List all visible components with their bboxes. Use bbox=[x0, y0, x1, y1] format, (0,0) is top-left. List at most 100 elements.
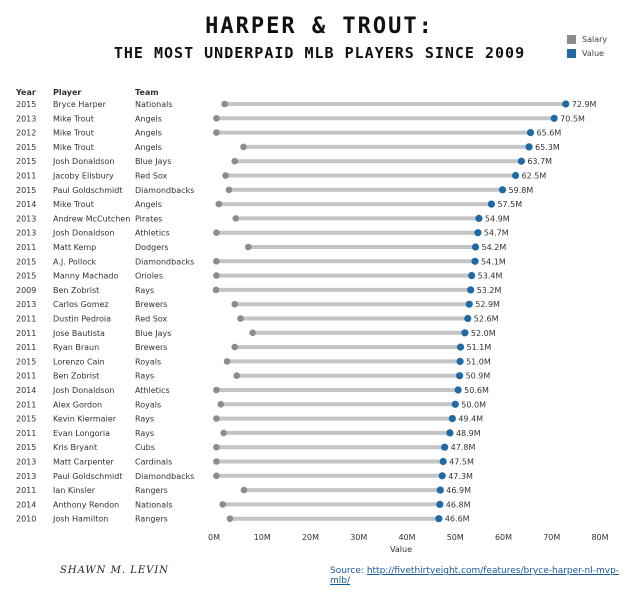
value-label: 52.9M bbox=[475, 300, 500, 309]
row-team: Rays bbox=[135, 286, 154, 295]
row-team: Rays bbox=[135, 372, 154, 381]
row-team: Dodgers bbox=[135, 243, 169, 252]
row-player: Mike Trout bbox=[53, 200, 94, 209]
source-note: Source: http://fivethirtyeight.com/featu… bbox=[330, 566, 639, 586]
row-year: 2015 bbox=[16, 272, 36, 281]
x-tick-label: 60M bbox=[495, 533, 512, 542]
row-player: Evan Longoria bbox=[53, 429, 110, 438]
row-year: 2009 bbox=[16, 286, 36, 295]
salary-point bbox=[212, 286, 220, 294]
row-year: 2013 bbox=[16, 472, 36, 481]
row-year: 2015 bbox=[16, 357, 36, 366]
salary-point bbox=[213, 458, 220, 465]
value-label: 47.5M bbox=[449, 458, 474, 467]
row-player: Josh Donaldson bbox=[52, 229, 115, 238]
salary-point bbox=[226, 515, 234, 522]
value-label: 59.8M bbox=[509, 186, 534, 195]
row-team: Red Sox bbox=[135, 315, 167, 324]
row-player: A.J. Pollock bbox=[53, 257, 96, 266]
value-label: 70.5M bbox=[560, 114, 585, 123]
value-point bbox=[446, 429, 454, 437]
value-label: 47.3M bbox=[448, 472, 473, 481]
row-team: Blue Jays bbox=[135, 329, 171, 338]
row-player: Andrew McCutchen bbox=[53, 214, 130, 223]
salary-point bbox=[213, 443, 220, 451]
column-header-team: Team bbox=[135, 88, 159, 97]
row-year: 2011 bbox=[16, 400, 36, 409]
value-label: 54.9M bbox=[485, 214, 510, 223]
value-point bbox=[562, 100, 570, 108]
legend-swatch-salary bbox=[567, 34, 576, 44]
row-year: 2013 bbox=[16, 214, 36, 223]
value-point bbox=[526, 129, 535, 137]
value-label: 51.0M bbox=[466, 357, 491, 366]
value-label: 51.1M bbox=[467, 343, 492, 352]
author-signature: SHAWN M. LEVIN bbox=[60, 565, 170, 576]
value-label: 65.3M bbox=[535, 143, 560, 152]
x-tick-label: 20M bbox=[302, 533, 319, 542]
value-label: 62.5M bbox=[522, 172, 547, 181]
row-team: Pirates bbox=[135, 214, 162, 223]
x-tick-label: 50M bbox=[447, 533, 464, 542]
row-team: Cubs bbox=[135, 443, 155, 452]
row-player: Anthony Rendon bbox=[53, 500, 119, 509]
row-player: Josh Hamilton bbox=[52, 515, 108, 524]
value-point bbox=[471, 243, 480, 251]
row-year: 2011 bbox=[16, 429, 36, 438]
salary-point bbox=[249, 329, 256, 337]
row-year: 2011 bbox=[16, 172, 36, 181]
row-team: Royals bbox=[135, 400, 161, 409]
value-label: 50.6M bbox=[464, 386, 489, 395]
row-year: 2013 bbox=[16, 458, 36, 467]
x-axis-label: Value bbox=[390, 545, 412, 554]
value-point bbox=[464, 314, 472, 323]
legend: Salary Value bbox=[567, 32, 607, 60]
value-point bbox=[436, 500, 444, 508]
salary-point bbox=[213, 229, 220, 236]
salary-point bbox=[219, 501, 226, 508]
row-team: Rangers bbox=[135, 515, 168, 524]
value-point bbox=[471, 257, 479, 265]
legend-label-salary: Salary bbox=[582, 34, 608, 44]
value-label: 48.9M bbox=[456, 429, 481, 438]
salary-point bbox=[213, 272, 220, 279]
row-player: Ben Zobrist bbox=[53, 372, 99, 381]
row-team: Rangers bbox=[135, 486, 168, 495]
salary-point bbox=[222, 172, 229, 179]
value-point bbox=[436, 486, 444, 494]
row-team: Cardinals bbox=[135, 458, 172, 467]
legend-item-value: Value bbox=[567, 46, 607, 60]
row-year: 2015 bbox=[16, 257, 36, 266]
row-team: Royals bbox=[135, 357, 161, 366]
value-point bbox=[525, 143, 533, 151]
value-point bbox=[467, 286, 475, 294]
salary-point bbox=[215, 200, 223, 208]
value-point bbox=[465, 300, 473, 308]
row-team: Angels bbox=[135, 129, 162, 138]
value-label: 46.9M bbox=[446, 486, 471, 495]
salary-point bbox=[244, 243, 252, 251]
value-point bbox=[438, 472, 446, 480]
row-team: Rays bbox=[135, 429, 154, 438]
salary-point bbox=[213, 386, 220, 394]
value-point bbox=[439, 457, 447, 466]
row-player: Kevin Kiermaier bbox=[53, 415, 117, 424]
salary-point bbox=[213, 115, 220, 122]
value-point bbox=[461, 329, 469, 337]
row-year: 2011 bbox=[16, 343, 36, 352]
value-label: 50.9M bbox=[466, 372, 491, 381]
row-player: Josh Donaldson bbox=[52, 386, 115, 395]
source-link[interactable]: http://fivethirtyeight.com/features/bryc… bbox=[330, 566, 620, 586]
row-team: Angels bbox=[135, 114, 162, 123]
value-point bbox=[475, 214, 483, 222]
row-player: Bryce Harper bbox=[53, 100, 107, 109]
row-team: Angels bbox=[135, 200, 162, 209]
salary-point bbox=[213, 258, 220, 265]
column-header-player: Player bbox=[53, 88, 81, 97]
value-point bbox=[451, 400, 459, 408]
row-player: Manny Machado bbox=[53, 272, 118, 281]
value-label: 57.5M bbox=[497, 200, 522, 209]
row-player: Ryan Braun bbox=[53, 343, 99, 352]
row-team: Nationals bbox=[135, 500, 173, 509]
